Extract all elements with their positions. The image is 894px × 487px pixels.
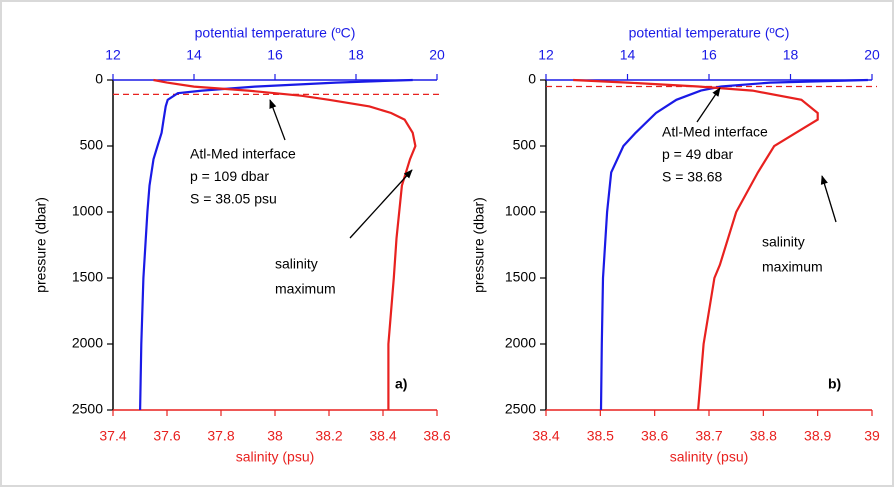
x-tick-label: 37.4 bbox=[99, 428, 126, 444]
annotation: Atl-Med interface bbox=[662, 124, 768, 140]
x2-tick-label: 14 bbox=[620, 47, 636, 63]
x-tick-label: 38.4 bbox=[532, 428, 559, 444]
x-tick-label: 39 bbox=[864, 428, 880, 444]
x2-tick-label: 12 bbox=[105, 47, 121, 63]
annotation: Atl-Med interface bbox=[190, 146, 296, 162]
annotation: p = 49 dbar bbox=[662, 146, 734, 162]
x-tick-label: 38.6 bbox=[641, 428, 668, 444]
y-tick-label: 2000 bbox=[505, 335, 536, 351]
x-axis-label: salinity (psu) bbox=[670, 449, 749, 465]
x-tick-label: 38.9 bbox=[804, 428, 831, 444]
x-tick-label: 37.8 bbox=[207, 428, 234, 444]
x2-tick-label: 18 bbox=[348, 47, 364, 63]
annotation: salinity bbox=[762, 234, 805, 250]
y-tick-label: 1000 bbox=[72, 203, 103, 219]
y-tick-label: 1000 bbox=[505, 203, 536, 219]
x2-tick-label: 18 bbox=[783, 47, 799, 63]
x-axis-label: salinity (psu) bbox=[236, 449, 315, 465]
x-tick-label: 38.8 bbox=[750, 428, 777, 444]
y-tick-label: 500 bbox=[513, 137, 537, 153]
x-tick-label: 38.6 bbox=[423, 428, 450, 444]
x-tick-label: 38.5 bbox=[587, 428, 614, 444]
x2-axis-label: potential temperature (ºC) bbox=[629, 25, 790, 41]
x2-tick-label: 14 bbox=[186, 47, 202, 63]
x2-tick-label: 20 bbox=[864, 47, 880, 63]
annotation: salinity bbox=[275, 256, 318, 272]
x2-tick-label: 20 bbox=[429, 47, 445, 63]
x-tick-label: 38 bbox=[267, 428, 283, 444]
y-tick-label: 0 bbox=[95, 71, 103, 87]
annotation: S = 38.05 psu bbox=[190, 191, 277, 207]
annotation: maximum bbox=[275, 281, 336, 297]
x-tick-label: 37.6 bbox=[153, 428, 180, 444]
x2-tick-label: 16 bbox=[701, 47, 717, 63]
y-tick-label: 1500 bbox=[72, 269, 103, 285]
annotation-arrow bbox=[349, 169, 413, 239]
annotation-arrow bbox=[696, 87, 721, 123]
x2-tick-label: 12 bbox=[538, 47, 554, 63]
y-tick-label: 500 bbox=[80, 137, 104, 153]
x-tick-label: 38.4 bbox=[369, 428, 396, 444]
y-tick-label: 2500 bbox=[72, 401, 103, 417]
y-axis-label: pressure (dbar) bbox=[33, 197, 49, 293]
profile-line bbox=[153, 78, 417, 410]
y-tick-label: 2000 bbox=[72, 335, 103, 351]
annotation-arrow bbox=[269, 99, 286, 141]
profile-line bbox=[599, 78, 868, 411]
y-axis-label: pressure (dbar) bbox=[471, 197, 487, 293]
y-tick-label: 0 bbox=[528, 71, 536, 87]
annotation-arrow bbox=[820, 175, 837, 223]
x2-tick-label: 16 bbox=[267, 47, 283, 63]
annotation: S = 38.68 bbox=[662, 169, 723, 185]
panel-label: a) bbox=[395, 376, 407, 392]
x2-axis-label: potential temperature (ºC) bbox=[195, 25, 356, 41]
annotation: p = 109 dbar bbox=[190, 168, 269, 184]
y-tick-label: 1500 bbox=[505, 269, 536, 285]
panel-label: b) bbox=[828, 376, 841, 392]
y-tick-label: 2500 bbox=[505, 401, 536, 417]
annotation: maximum bbox=[762, 259, 823, 275]
x-tick-label: 38.2 bbox=[315, 428, 342, 444]
x-tick-label: 38.7 bbox=[695, 428, 722, 444]
